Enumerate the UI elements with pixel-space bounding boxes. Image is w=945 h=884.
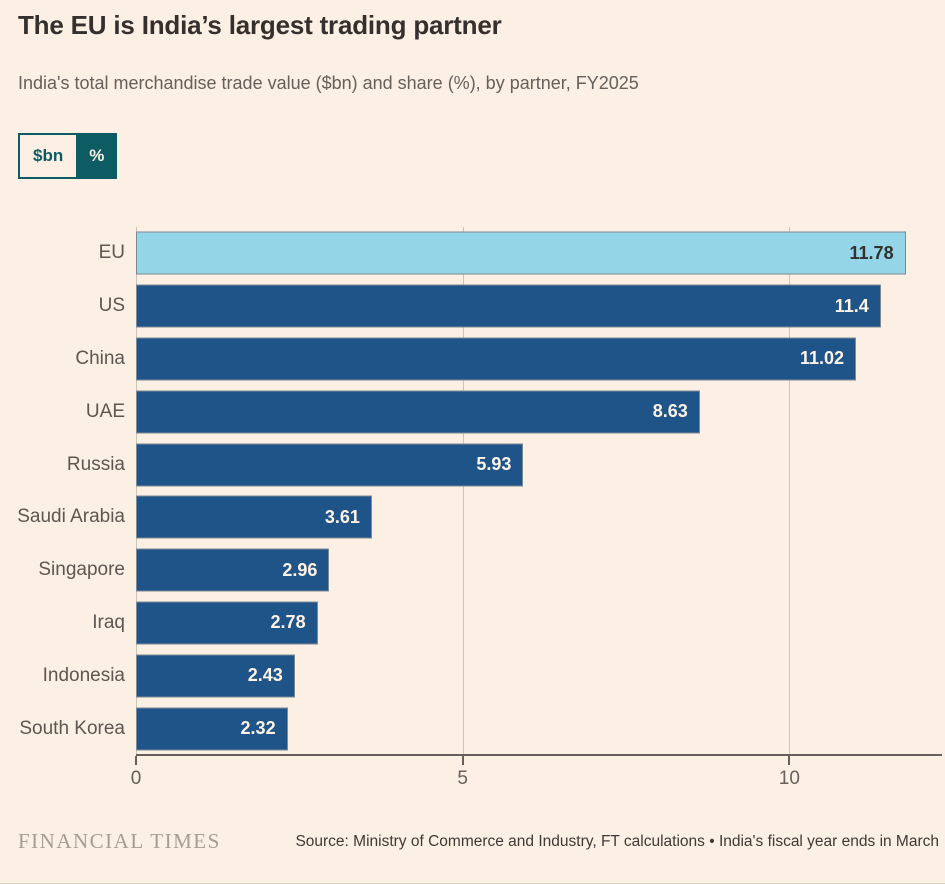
bar-row: Iraq 2.78 [0, 597, 945, 650]
bar-row: Indonesia 2.43 [0, 649, 945, 702]
value-label: 3.61 [324, 506, 360, 527]
gridline [462, 227, 464, 755]
bar: 2.96 [136, 548, 330, 592]
toggle-option-label: % [89, 146, 105, 165]
category-label: UAE [85, 400, 125, 422]
toggle-option-label: $bn [33, 146, 64, 165]
bar-chart: EU 11.78 US 11.4 China 11.02 UAE 8.63 Ru… [0, 227, 945, 817]
bar-row: US 11.4 [0, 280, 945, 333]
category-label: South Korea [19, 717, 125, 739]
gridline [136, 227, 137, 755]
ft-logo: FINANCIAL TIMES [18, 829, 221, 853]
bar-row: China 11.02 [0, 333, 945, 386]
x-axis-tick-label: 5 [457, 768, 468, 789]
x-axis-tickmark [788, 756, 791, 765]
category-label: EU [98, 242, 125, 264]
category-label: Saudi Arabia [17, 506, 125, 528]
bar: 2.43 [136, 654, 295, 698]
value-label: 2.78 [270, 612, 306, 633]
value-label: 8.63 [652, 401, 688, 422]
bar: 11.02 [136, 337, 856, 381]
category-label: Indonesia [42, 664, 125, 686]
value-label: 5.93 [476, 454, 512, 475]
chart-subtitle: India's total merchandise trade value ($… [18, 73, 639, 93]
unit-toggle: $bn % [18, 133, 118, 179]
bar: 2.78 [136, 601, 318, 645]
category-label: US [98, 295, 125, 317]
bar-row: South Korea 2.32 [0, 702, 945, 755]
value-label: 2.32 [240, 718, 276, 739]
value-label: 2.43 [247, 665, 283, 686]
category-label: China [75, 347, 125, 369]
bar-row: Saudi Arabia 3.61 [0, 491, 945, 544]
rows: EU 11.78 US 11.4 China 11.02 UAE 8.63 Ru… [0, 227, 945, 755]
chart-title: The EU is India’s largest trading partne… [18, 10, 502, 40]
bar: 11.4 [136, 284, 881, 328]
x-axis-tickmark [135, 756, 137, 765]
x-axis-tick-label: 0 [130, 768, 142, 789]
source-note: Source: Ministry of Commerce and Industr… [295, 833, 939, 850]
toggle-option-bn[interactable]: $bn [18, 133, 79, 179]
value-label: 2.96 [282, 559, 318, 580]
category-label: Iraq [92, 611, 125, 633]
x-axis-tick-label: 10 [778, 768, 800, 789]
bar-row: UAE 8.63 [0, 385, 945, 438]
value-label: 11.02 [799, 348, 844, 369]
category-label: Russia [66, 453, 125, 475]
toggle-option-percent[interactable]: % [78, 133, 118, 179]
bar: 8.63 [136, 390, 700, 434]
bar: 3.61 [136, 495, 372, 539]
bar: 11.78 [136, 231, 906, 275]
category-label: Singapore [38, 559, 125, 581]
bar: 2.32 [136, 707, 288, 751]
bar-row: Singapore 2.96 [0, 544, 945, 597]
bar-row: EU 11.78 [0, 227, 945, 280]
x-axis-tickmark [461, 756, 464, 765]
x-axis-line [136, 754, 942, 756]
value-label: 11.4 [834, 295, 869, 316]
value-label: 11.78 [849, 242, 894, 263]
gridline [789, 227, 791, 755]
bar: 5.93 [136, 443, 524, 487]
bar-row: Russia 5.93 [0, 438, 945, 491]
